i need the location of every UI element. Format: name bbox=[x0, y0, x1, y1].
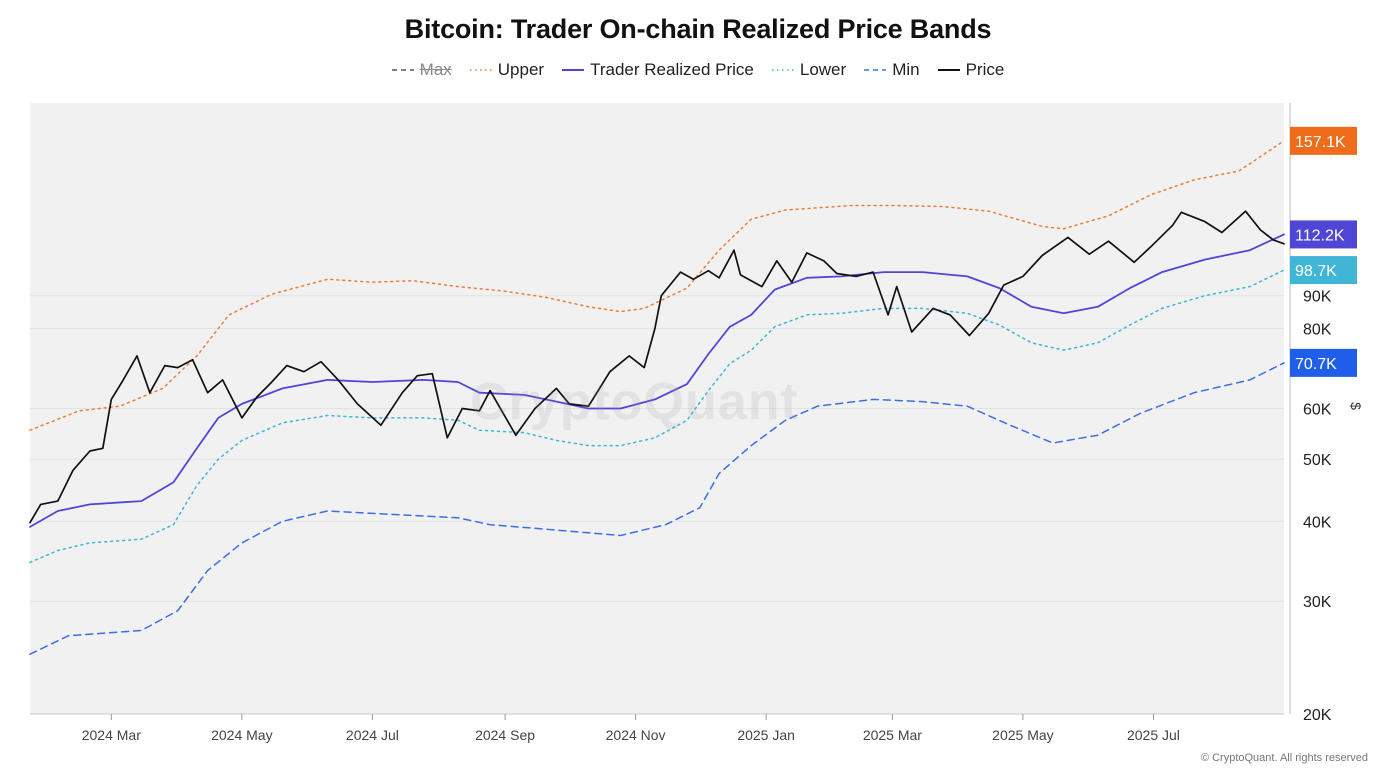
series-line-lower bbox=[29, 269, 1285, 564]
legend-lower-swatch bbox=[771, 69, 794, 71]
x-tick-label: 2025 Jan bbox=[737, 727, 795, 743]
legend-label: Lower bbox=[799, 60, 847, 79]
x-axis: 2024 Mar 2024 May 2024 Jul 2024 Sep 2024 Nov… bbox=[30, 713, 1284, 743]
x-tick-label: 2024 Mar bbox=[82, 727, 141, 743]
legend-label: Max bbox=[419, 60, 452, 79]
legend-item-trader-realized-price[interactable]: Trader Realized Price bbox=[562, 60, 754, 80]
legend-item-upper[interactable]: Upper bbox=[469, 60, 545, 80]
legend-upper-swatch bbox=[469, 69, 492, 71]
x-tick-label: 2025 Jul bbox=[1127, 727, 1180, 743]
end-label-badge bbox=[1290, 220, 1357, 249]
x-tick-label: 2024 May bbox=[211, 727, 272, 743]
end-label-value: 112.2K bbox=[1295, 227, 1345, 244]
legend-item-price[interactable]: Price bbox=[937, 60, 1005, 80]
end-value-labels: 157.1K 112.2K 98.7K 70.7K bbox=[1290, 126, 1357, 377]
legend-item-lower[interactable]: Lower bbox=[771, 60, 847, 80]
x-tick-label: 2025 May bbox=[992, 727, 1053, 743]
chart-title: Bitcoin: Trader On-chain Realized Price … bbox=[404, 14, 992, 44]
legend-trp-swatch bbox=[562, 69, 585, 71]
y-tick-label: 20K bbox=[1303, 707, 1332, 724]
legend-label: Trader Realized Price bbox=[590, 60, 754, 79]
y-tick-label: 60K bbox=[1303, 402, 1332, 419]
end-label-badge bbox=[1290, 126, 1357, 155]
series-layer bbox=[29, 140, 1285, 655]
legend-max-swatch bbox=[391, 69, 414, 71]
x-tick-label: 2024 Sep bbox=[475, 727, 535, 743]
end-label-value: 70.7K bbox=[1295, 356, 1337, 373]
y-axis-unit: $ bbox=[1347, 402, 1364, 410]
end-label-badge bbox=[1290, 348, 1357, 377]
series-line-min bbox=[29, 362, 1285, 655]
end-label-badge bbox=[1290, 256, 1357, 285]
legend: Max Upper Trader Realized Price Lower Mi… bbox=[0, 60, 1396, 80]
legend-label: Price bbox=[965, 60, 1005, 79]
legend-label: Upper bbox=[497, 60, 545, 79]
y-tick-label: 50K bbox=[1303, 452, 1332, 469]
series-line-upper bbox=[29, 140, 1285, 431]
series-line-trader-realized-price bbox=[29, 233, 1285, 528]
x-tick-label: 2025 Mar bbox=[863, 727, 922, 743]
legend-item-max[interactable]: Max bbox=[391, 60, 452, 80]
end-label-value: 98.7K bbox=[1295, 263, 1337, 280]
y-tick-label: 80K bbox=[1303, 322, 1332, 339]
legend-min-swatch bbox=[864, 69, 887, 71]
legend-label: Min bbox=[892, 60, 920, 79]
y-tick-label: 40K bbox=[1303, 514, 1332, 531]
legend-price-swatch bbox=[937, 69, 960, 71]
y-tick-label: 90K bbox=[1303, 289, 1332, 306]
legend-item-min[interactable]: Min bbox=[864, 60, 920, 80]
y-axis: 20K 30K 40K 50K 60K 80K 90K bbox=[1289, 103, 1332, 724]
y-tick-label: 30K bbox=[1303, 594, 1332, 611]
copyright-notice: © CryptoQuant. All rights reserved bbox=[1200, 752, 1368, 764]
end-label-value: 157.1K bbox=[1295, 134, 1346, 151]
series-line-price bbox=[29, 210, 1285, 524]
x-tick-label: 2024 Nov bbox=[606, 727, 666, 743]
x-tick-label: 2024 Jul bbox=[346, 727, 399, 743]
